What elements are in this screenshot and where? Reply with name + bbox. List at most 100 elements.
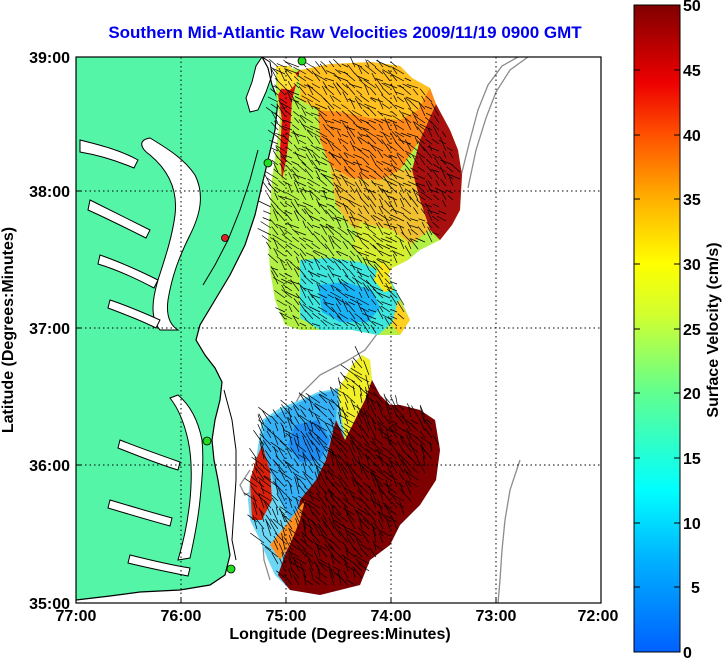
velocity-vector [305, 553, 314, 565]
velocity-vector [370, 215, 377, 222]
velocity-vector [439, 165, 447, 180]
velocity-vector [265, 518, 272, 537]
outer-banks [223, 389, 237, 561]
velocity-vector [411, 466, 419, 474]
velocity-vector [411, 405, 419, 418]
velocity-vector [271, 270, 279, 285]
velocity-vector [335, 69, 342, 75]
velocity-vector [330, 153, 342, 166]
velocity-vector [269, 197, 279, 208]
velocity-vector [382, 132, 391, 145]
velocity-vector [327, 84, 335, 89]
barrier-islands-north [202, 149, 259, 286]
velocity-vector [287, 416, 300, 432]
velocity-vector [253, 502, 258, 516]
velocity-vector [383, 173, 391, 180]
velocity-vector [305, 432, 314, 446]
velocity-vector [287, 464, 293, 474]
velocity-vector [348, 533, 356, 544]
velocity-vector [263, 210, 272, 215]
velocity-vector [362, 452, 370, 460]
velocity-vector [349, 211, 356, 222]
velocity-vector [351, 246, 363, 257]
velocity-vector [389, 154, 398, 159]
velocity-vector [285, 291, 300, 299]
velocity-vector [356, 75, 370, 82]
velocity-vector [427, 172, 433, 180]
velocity-vector [325, 120, 335, 124]
velocity-vector [320, 319, 328, 327]
velocity-vector [399, 500, 405, 516]
velocity-vector [278, 466, 286, 481]
velocity-vector [279, 201, 286, 208]
velocity-vector [373, 437, 384, 446]
velocity-vector [396, 502, 405, 509]
velocity-vector [357, 461, 370, 474]
velocity-vector [296, 82, 307, 89]
velocity-vector [314, 107, 328, 117]
velocity-vector [427, 210, 433, 222]
velocity-vector [417, 126, 426, 138]
velocity-vector [301, 161, 314, 173]
velocity-vector [314, 231, 321, 236]
velocity-vector [313, 256, 321, 271]
velocity-vector [319, 393, 335, 404]
colorbar-tick-label: 50 [683, 0, 701, 15]
velocity-vector [343, 570, 349, 579]
velocity-vector [320, 216, 328, 222]
velocity-vector [411, 187, 419, 201]
velocity-vector [371, 437, 377, 446]
velocity-vector [321, 186, 335, 194]
velocity-vector [371, 417, 377, 432]
velocity-vector [376, 456, 391, 467]
velocity-vector [327, 273, 335, 285]
velocity-vector [290, 261, 300, 271]
velocity-vector [391, 74, 405, 82]
velocity-vector [376, 400, 384, 411]
velocity-vector [291, 168, 300, 180]
velocity-vector [402, 415, 412, 432]
velocity-vector [339, 138, 349, 145]
velocity-vector [276, 206, 286, 215]
velocity-vector [303, 486, 314, 495]
velocity-vector [328, 226, 342, 236]
velocity-vector [370, 154, 377, 166]
velocity-vector [313, 73, 328, 82]
velocity-vector [356, 159, 363, 173]
velocity-vector [314, 542, 328, 551]
velocity-vector [299, 190, 307, 201]
velocity-vector [261, 452, 272, 467]
velocity-vector [340, 371, 349, 383]
velocity-vector [284, 202, 293, 208]
velocity-vector [270, 518, 279, 530]
velocity-vector [325, 462, 335, 474]
velocity-vector [276, 256, 286, 264]
velocity-vector [320, 564, 328, 572]
velocity-vector [379, 198, 384, 208]
velocity-vector [365, 395, 370, 411]
velocity-vector [280, 519, 286, 537]
velocity-vector [313, 249, 328, 257]
velocity-vector [312, 403, 321, 411]
velocity-vector [352, 244, 363, 250]
velocity-vector [292, 314, 300, 327]
velocity-vector [410, 238, 419, 243]
velocity-vector [425, 95, 433, 103]
velocity-vector [383, 285, 398, 292]
velocity-vector [414, 115, 426, 124]
velocity-vector [258, 508, 265, 516]
velocity-vector [285, 300, 293, 306]
velocity-vector [388, 425, 398, 439]
velocity-vector [291, 132, 307, 138]
velocity-vector [370, 97, 377, 103]
velocity-vector [358, 102, 370, 110]
velocity-vector [437, 210, 447, 215]
velocity-vector [311, 422, 328, 432]
velocity-vector [353, 563, 363, 572]
velocity-vector [352, 385, 356, 397]
velocity-vector [373, 392, 384, 404]
velocity-vector [391, 131, 398, 138]
velocity-vector [336, 460, 342, 474]
velocity-vector [408, 406, 412, 418]
velocity-vector [418, 417, 426, 432]
